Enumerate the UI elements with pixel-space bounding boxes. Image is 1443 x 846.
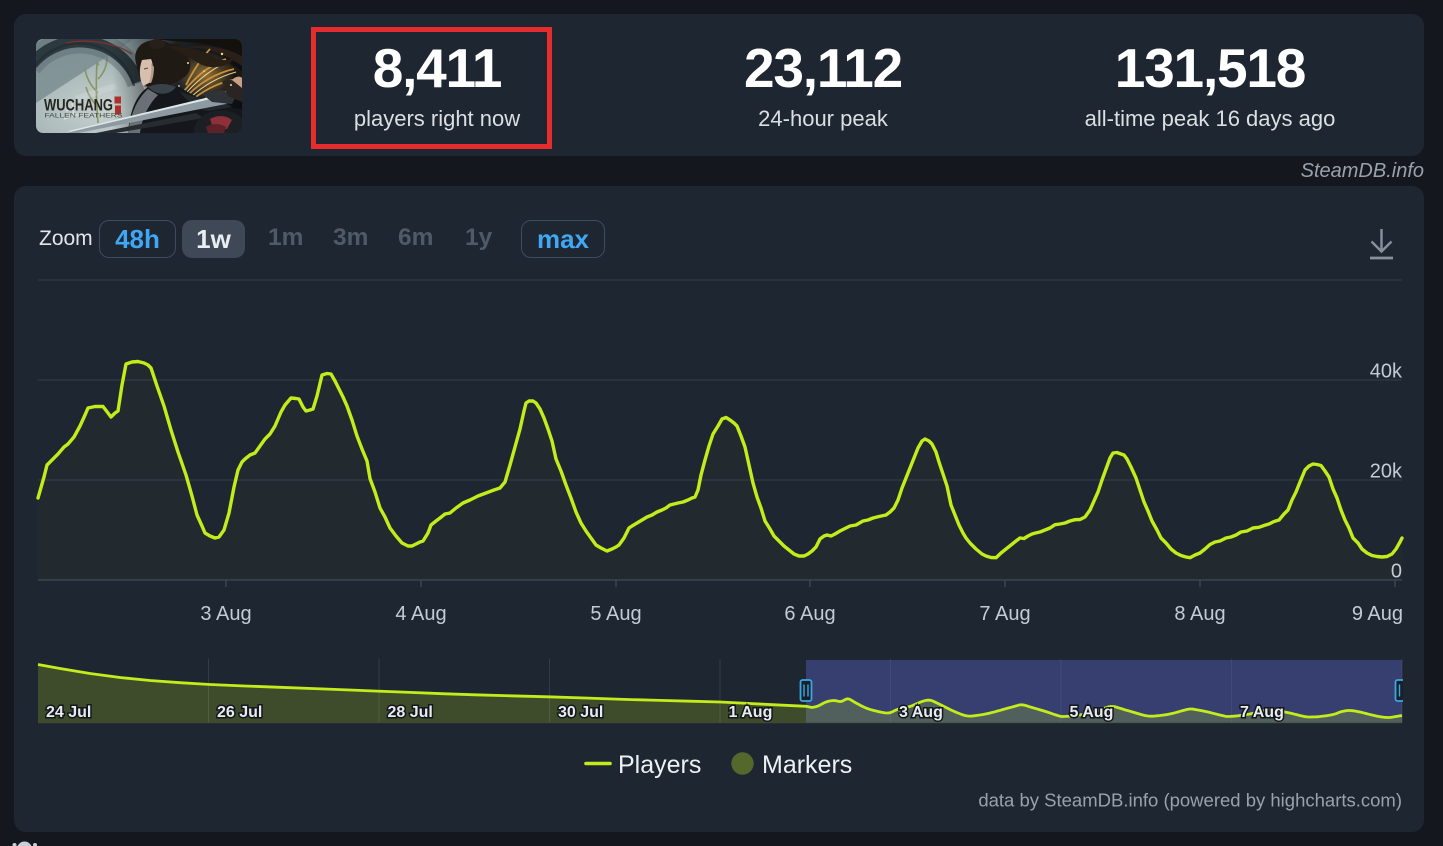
svg-text:8 Aug: 8 Aug	[1174, 603, 1225, 625]
svg-text:WUCHANG: WUCHANG	[44, 97, 113, 115]
svg-text:7 Aug: 7 Aug	[979, 603, 1030, 625]
svg-text:24 Jul: 24 Jul	[46, 704, 91, 721]
svg-text:40k: 40k	[1370, 361, 1403, 383]
svg-text:4 Aug: 4 Aug	[395, 603, 446, 625]
svg-text:1 Aug: 1 Aug	[729, 704, 773, 721]
svg-text:26 Jul: 26 Jul	[217, 704, 262, 721]
svg-text:FALLEN FEATHERS: FALLEN FEATHERS	[45, 113, 123, 120]
svg-text:0: 0	[1391, 561, 1402, 583]
svg-text:3 Aug: 3 Aug	[899, 704, 943, 721]
svg-text:30 Jul: 30 Jul	[558, 704, 603, 721]
svg-text:5 Aug: 5 Aug	[1070, 704, 1114, 721]
svg-text:28 Jul: 28 Jul	[388, 704, 433, 721]
svg-text:Markers: Markers	[762, 751, 852, 779]
svg-text:data by SteamDB.info (powered: data by SteamDB.info (powered by highcha…	[978, 790, 1402, 811]
svg-text:5 Aug: 5 Aug	[590, 603, 641, 625]
svg-text:7 Aug: 7 Aug	[1240, 704, 1284, 721]
svg-text:Players: Players	[618, 751, 701, 779]
svg-text:3 Aug: 3 Aug	[200, 603, 251, 625]
svg-text:20k: 20k	[1370, 461, 1403, 483]
svg-text:6 Aug: 6 Aug	[784, 603, 835, 625]
svg-text:9 Aug: 9 Aug	[1352, 603, 1403, 625]
